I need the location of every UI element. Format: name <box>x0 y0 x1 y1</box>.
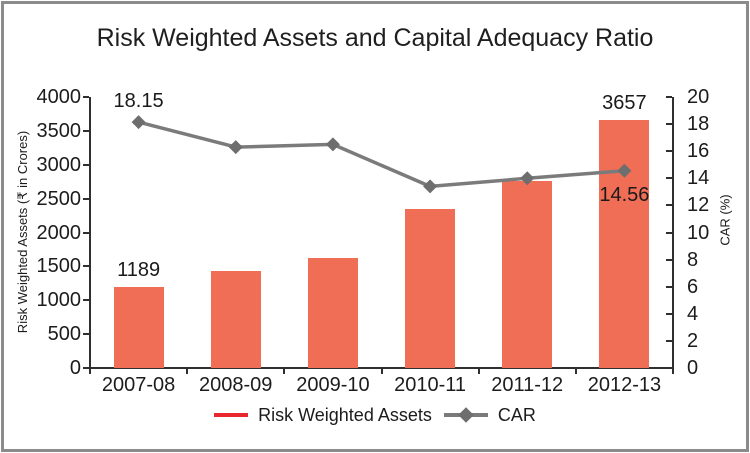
data-label-risk-weighted-assets-2012-13: 3657 <box>602 92 647 115</box>
x-axis-label: 2007-08 <box>101 374 176 396</box>
car-marker-2008-09 <box>228 140 243 155</box>
right-axis-tick <box>666 258 672 261</box>
data-label-car-2007-08: 18.15 <box>113 90 164 113</box>
x-axis-tick <box>380 368 383 374</box>
left-axis-tick-label: 3000 <box>36 153 82 176</box>
right-axis-tick-label: 10 <box>687 221 710 244</box>
x-axis-tick <box>672 368 674 374</box>
left-axis-tick <box>83 129 89 132</box>
left-axis-tick <box>83 163 89 166</box>
car-marker-2009-10 <box>325 137 340 152</box>
right-axis-tick-label: 6 <box>687 275 699 298</box>
right-axis-tick <box>666 339 672 342</box>
right-axis-tick <box>666 367 672 369</box>
left-axis-tick <box>83 231 89 234</box>
x-axis-tick <box>477 368 480 374</box>
right-axis-tick-label: 8 <box>687 248 699 271</box>
right-axis-line <box>672 97 674 368</box>
left-axis-tick-label: 2500 <box>36 187 82 210</box>
x-axis-tick <box>283 368 286 374</box>
right-axis-tick <box>666 96 672 98</box>
right-axis-tick-label: 14 <box>687 167 710 190</box>
left-axis-tick <box>83 367 89 369</box>
x-axis-label: 2008-09 <box>199 374 273 396</box>
left-axis-line <box>89 97 91 368</box>
bar-2012-13 <box>599 120 650 368</box>
right-axis-tick-label: 2 <box>687 329 699 352</box>
left-axis-tick <box>83 265 89 268</box>
right-axis-tick-label: 4 <box>687 302 699 325</box>
right-axis-tick <box>666 204 672 207</box>
chart-title: Risk Weighted Assets and Capital Adequac… <box>96 24 654 52</box>
bar-2008-09 <box>210 271 261 368</box>
diamond-marker-icon <box>458 407 474 423</box>
left-axis-tick-label: 0 <box>69 357 81 379</box>
left-axis-tick <box>83 333 89 336</box>
x-axis-label: 2011-12 <box>491 374 564 396</box>
legend-label-car: CAR <box>497 404 536 425</box>
left-axis-tick-label: 4000 <box>36 86 82 108</box>
right-axis-tick <box>666 123 672 126</box>
right-axis-tick-label: 12 <box>687 194 710 217</box>
x-axis-tick <box>89 368 91 374</box>
legend-item-car: CAR <box>443 404 536 426</box>
risk-weighted-assets-legend-swatch <box>214 413 249 417</box>
x-axis-tick <box>186 368 189 374</box>
x-axis-label: 2010-11 <box>394 374 467 396</box>
right-axis-tick-label: 0 <box>687 357 699 379</box>
right-axis-tick <box>666 312 672 315</box>
car-line <box>138 120 625 189</box>
left-axis-tick <box>83 299 89 302</box>
left-axis-tick-label: 2000 <box>36 221 82 244</box>
car-marker-2010-11 <box>423 179 438 194</box>
bar-2010-11 <box>405 209 456 368</box>
left-axis-tick-label: 3500 <box>36 119 82 142</box>
data-label-car-2012-13: 14.56 <box>599 183 650 206</box>
left-axis-tick-label: 500 <box>47 323 81 346</box>
right-axis-tick-label: 16 <box>687 140 710 163</box>
x-axis-label: 2009-10 <box>296 374 370 396</box>
x-axis-tick <box>574 368 577 374</box>
x-axis-label: 2012-13 <box>587 374 662 396</box>
legend-item-risk-weighted-assets: Risk Weighted Assets <box>214 405 432 426</box>
chart-legend: Risk Weighted Assets CAR <box>0 403 750 427</box>
right-axis-tick-label: 20 <box>687 86 710 108</box>
data-label-risk-weighted-assets-2007-08: 1189 <box>117 259 161 282</box>
car-marker-2007-08 <box>131 115 146 130</box>
left-axis-tick-label: 1000 <box>36 289 82 312</box>
left-axis-tick <box>83 96 89 98</box>
bar-2009-10 <box>307 258 358 368</box>
left-axis-tick-label: 1500 <box>36 255 82 278</box>
right-axis-tick <box>666 285 672 288</box>
car-legend-swatch <box>443 407 488 423</box>
right-axis-tick-label: 18 <box>687 113 710 136</box>
bar-2007-08 <box>113 287 164 368</box>
bar-2011-12 <box>502 180 553 368</box>
right-axis-tick <box>666 231 672 234</box>
left-axis-tick <box>83 197 89 200</box>
right-axis-tick <box>666 177 672 180</box>
right-axis-tick <box>666 150 672 153</box>
legend-label-risk-weighted-assets: Risk Weighted Assets <box>258 404 432 425</box>
